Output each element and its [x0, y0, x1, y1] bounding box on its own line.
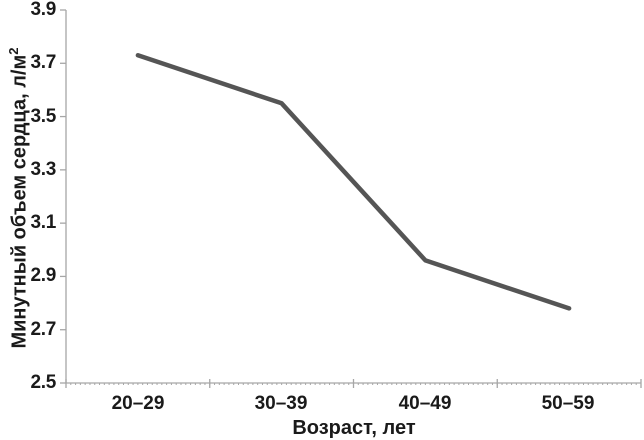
x-tick-label: 30–39 — [254, 393, 308, 414]
y-axis-title-superscript: 2 — [6, 47, 21, 55]
y-axis-tick-marks — [60, 9, 66, 384]
y-tick-label: 3.7 — [30, 52, 56, 73]
y-tick-label: 2.5 — [30, 372, 56, 393]
y-tick-label: 2.9 — [30, 265, 56, 286]
y-tick-label: 2.7 — [30, 319, 56, 340]
x-axis-title: Возраст, лет — [292, 417, 416, 439]
data-line — [135, 53, 572, 311]
x-tick-label: 40–49 — [398, 393, 452, 414]
y-tick-label: 3.5 — [30, 106, 56, 127]
y-axis-title-text: Минутный объем сердца, л/м — [8, 54, 31, 349]
y-axis-title: Минутный объем сердца, л/м2 — [1, 0, 31, 398]
x-tick-label: 50–59 — [541, 393, 595, 414]
x-tick-label: 20–29 — [111, 393, 165, 414]
y-tick-label: 3.3 — [30, 159, 56, 180]
y-tick-label: 3.9 — [30, 0, 56, 20]
y-tick-label: 3.1 — [30, 212, 56, 233]
